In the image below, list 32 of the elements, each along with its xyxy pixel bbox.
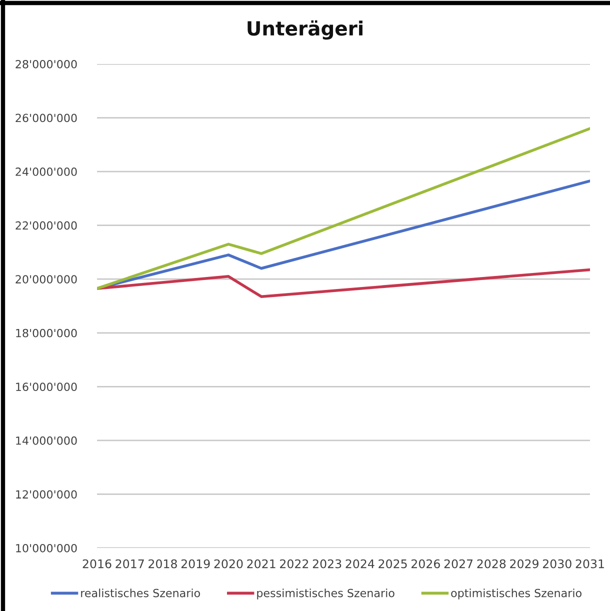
line-series [97, 127, 590, 290]
x-tick-label: 2021 [247, 559, 276, 568]
x-tick-label: 2023 [312, 559, 342, 568]
x-tick-label: 2027 [444, 559, 473, 568]
y-tick-label: 16'000'000 [16, 382, 77, 392]
legend-label: pessimistisches Szenario [257, 588, 394, 600]
legend-label: realistisches Szenario [81, 588, 200, 598]
y-tick-label: 10'000'000 [16, 544, 77, 552]
y-tick-label: 28'000'000 [16, 60, 77, 68]
y-tick-label: 12'000'000 [16, 490, 77, 499]
x-tick-label: 2022 [280, 559, 308, 568]
x-tick-label: 2025 [378, 559, 407, 568]
x-tick-label: 2020 [214, 559, 243, 568]
x-tick-label: 2028 [477, 559, 506, 568]
y-tick-label: 24'000'000 [16, 168, 77, 176]
y-tick-label: 20'000'000 [16, 275, 77, 284]
x-tick-label: 2016 [82, 559, 112, 568]
y-tick-label: 18'000'000 [16, 328, 77, 338]
x-tick-label: 2029 [510, 559, 538, 568]
chart-title: Unterägeri [248, 20, 362, 40]
x-tick-label: 2026 [412, 559, 440, 568]
x-tick-label: 2019 [181, 559, 210, 568]
x-tick-label: 2018 [148, 559, 177, 568]
x-tick-label: 2031 [576, 559, 604, 568]
line-series [97, 268, 590, 298]
x-tick-label: 2030 [542, 559, 572, 568]
x-tick-label: 2024 [346, 559, 374, 568]
y-tick-label: 22'000'000 [16, 221, 77, 230]
x-tick-label: 2017 [116, 559, 144, 568]
y-tick-label: 26'000'000 [16, 114, 77, 122]
legend-label: optimistisches Szenario [451, 588, 582, 600]
y-tick-label: 14'000'000 [16, 436, 77, 445]
